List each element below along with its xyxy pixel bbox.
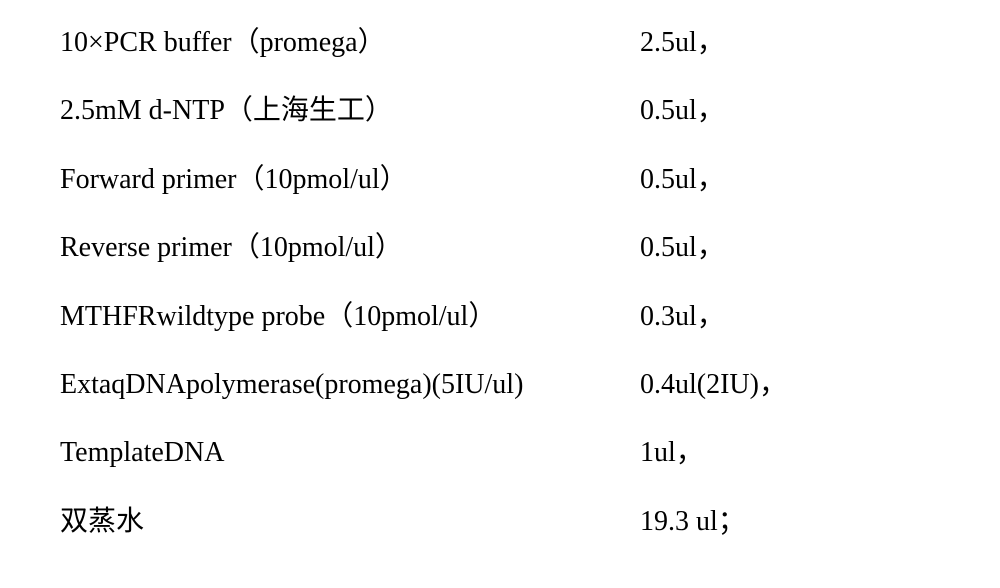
table-row: TemplateDNA 1ul， [60,435,940,471]
reagent-label: MTHFRwildtype probe（10pmol/ul） [60,299,640,335]
reagent-value: 0.5ul， [640,93,725,129]
reagent-label: TemplateDNA [60,435,640,471]
table-row: Reverse primer（10pmol/ul） 0.5ul， [60,230,940,266]
reagent-label: ExtaqDNApolymerase(promega)(5IU/ul) [60,367,640,403]
reagent-value: 0.4ul(2IU)， [640,367,787,403]
table-row: MTHFRwildtype probe（10pmol/ul） 0.3ul， [60,299,940,335]
reagent-value: 0.5ul， [640,162,725,198]
reagent-value: 19.3 ul； [640,504,746,540]
reagent-label: 双蒸水 [60,504,640,540]
reagent-label: Forward primer（10pmol/ul） [60,162,640,198]
reagent-value: 2.5ul， [640,25,725,61]
reagent-value: 1ul， [640,435,704,471]
table-row: 2.5mM d-NTP（上海生工） 0.5ul， [60,93,940,129]
table-row: Forward primer（10pmol/ul） 0.5ul， [60,162,940,198]
reagent-table: 10×PCR buffer（promega） 2.5ul， 2.5mM d-NT… [60,25,940,540]
reagent-label: Reverse primer（10pmol/ul） [60,230,640,266]
reagent-label: 10×PCR buffer（promega） [60,25,640,61]
table-row: ExtaqDNApolymerase(promega)(5IU/ul) 0.4u… [60,367,940,403]
reagent-label: 2.5mM d-NTP（上海生工） [60,93,640,129]
table-row: 10×PCR buffer（promega） 2.5ul， [60,25,940,61]
reagent-value: 0.5ul， [640,230,725,266]
reagent-value: 0.3ul， [640,299,725,335]
table-row: 双蒸水 19.3 ul； [60,504,940,540]
